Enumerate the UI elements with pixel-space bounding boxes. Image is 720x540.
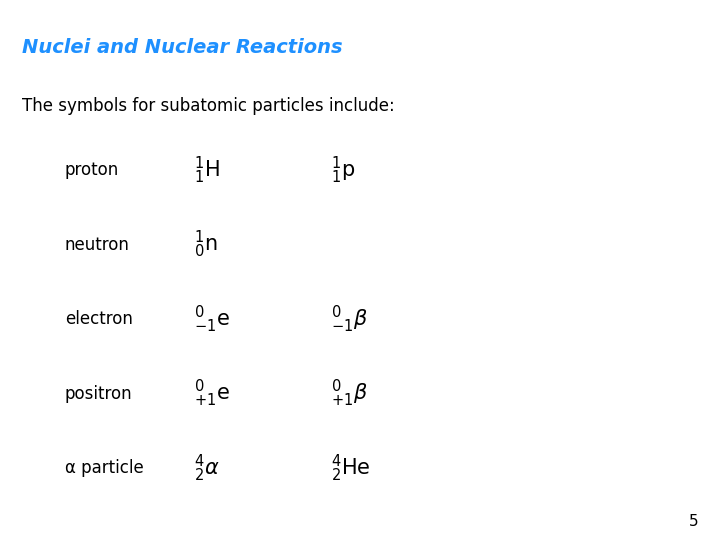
- Text: $^{4}_{2}\mathrm{He}$: $^{4}_{2}\mathrm{He}$: [331, 453, 371, 484]
- Text: proton: proton: [65, 161, 119, 179]
- Text: $^{4}_{2}\alpha$: $^{4}_{2}\alpha$: [194, 453, 220, 484]
- Text: positron: positron: [65, 384, 132, 403]
- Text: $^{0}_{+1}\beta$: $^{0}_{+1}\beta$: [331, 378, 368, 409]
- Text: α particle: α particle: [65, 459, 143, 477]
- Text: $^{1}_{1}\mathrm{H}$: $^{1}_{1}\mathrm{H}$: [194, 154, 220, 186]
- Text: neutron: neutron: [65, 235, 130, 254]
- Text: $^{0}_{+1}\mathrm{e}$: $^{0}_{+1}\mathrm{e}$: [194, 378, 230, 409]
- Text: $^{1}_{0}\mathrm{n}$: $^{1}_{0}\mathrm{n}$: [194, 229, 218, 260]
- Text: $^{1}_{1}\mathrm{p}$: $^{1}_{1}\mathrm{p}$: [331, 154, 356, 186]
- Text: $^{0}_{-1}\mathrm{e}$: $^{0}_{-1}\mathrm{e}$: [194, 303, 230, 335]
- Text: The symbols for subatomic particles include:: The symbols for subatomic particles incl…: [22, 97, 395, 115]
- Text: $^{0}_{-1}\beta$: $^{0}_{-1}\beta$: [331, 303, 368, 335]
- Text: Nuclei and Nuclear Reactions: Nuclei and Nuclear Reactions: [22, 38, 342, 57]
- Text: 5: 5: [689, 514, 698, 529]
- Text: electron: electron: [65, 310, 132, 328]
